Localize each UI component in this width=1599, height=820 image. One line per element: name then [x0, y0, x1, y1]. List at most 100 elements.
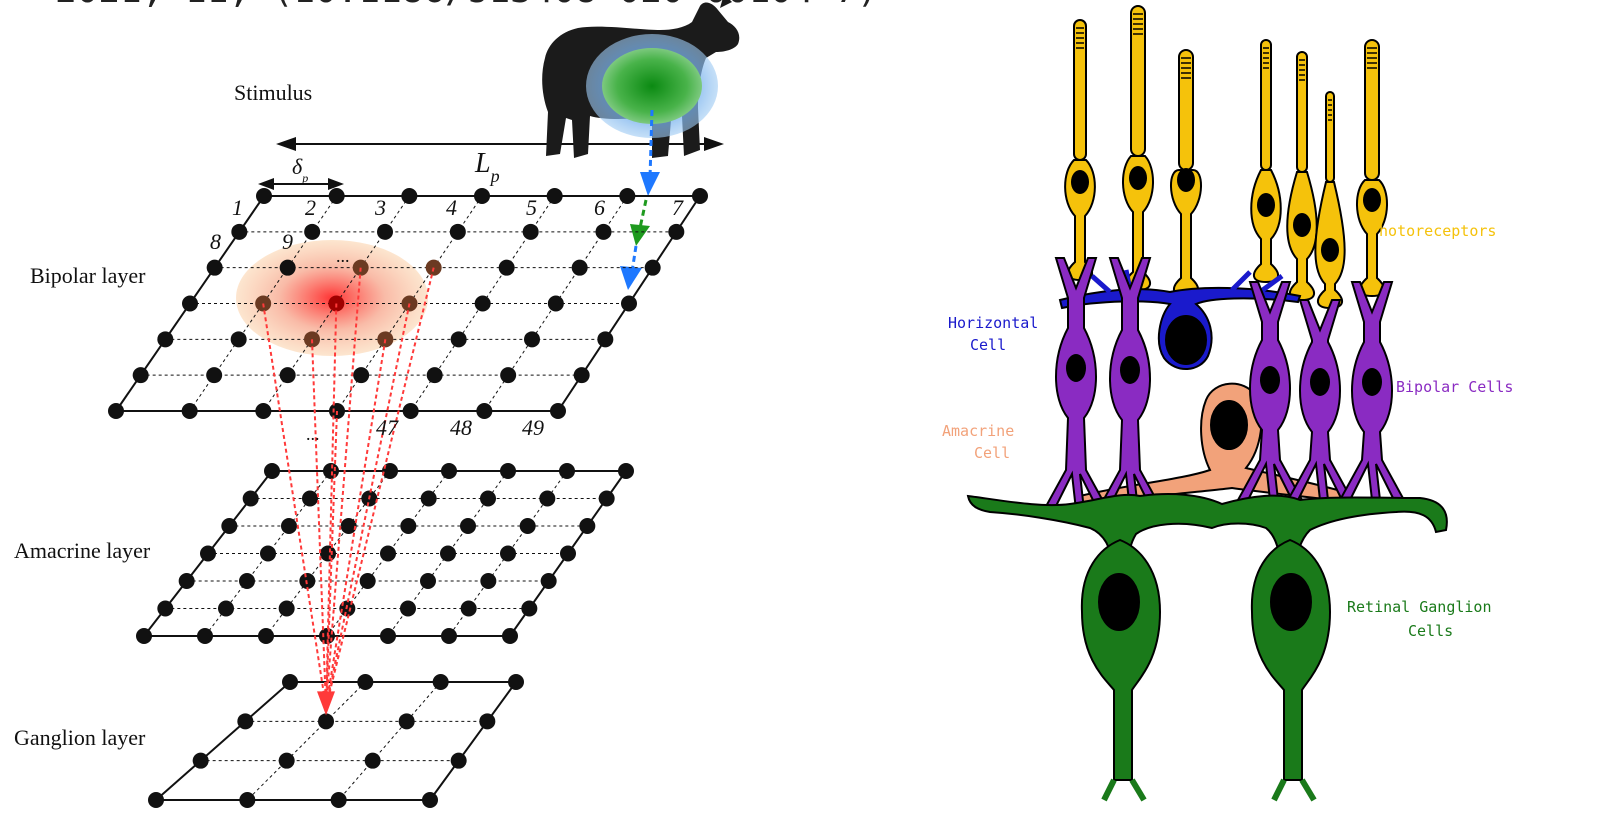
green-arrow	[640, 200, 646, 228]
amacrine-layer-label: Amacrine layer	[14, 538, 151, 563]
lp-arrow-left	[276, 137, 296, 151]
grid-node	[480, 573, 496, 589]
photoreceptors-label: Photoreceptors	[1370, 222, 1496, 240]
grid-node	[260, 546, 276, 562]
grid-node	[206, 367, 222, 383]
grid-node	[500, 367, 516, 383]
grid-node	[499, 260, 515, 276]
grid-node	[323, 463, 339, 479]
bipolar-cell	[1340, 282, 1404, 500]
grid-node	[541, 573, 557, 589]
blue-arrow-upper	[650, 110, 652, 178]
grid-node	[280, 367, 296, 383]
grid-node	[480, 491, 496, 507]
grid-node	[148, 792, 164, 808]
ganglion-cells	[968, 494, 1447, 800]
grid-node	[645, 260, 661, 276]
grid-col-line	[339, 682, 441, 800]
grid-node	[451, 331, 467, 347]
delta-label: δp	[292, 154, 308, 185]
ellipsis-top: ...	[336, 246, 350, 266]
grid-node	[427, 367, 443, 383]
grid-node	[441, 463, 457, 479]
model-diagram: Stimulus Lp δp Bipolar layer Amacrine la…	[14, 0, 739, 808]
grid-node	[400, 601, 416, 617]
grid-node	[256, 188, 272, 204]
photoreceptor-cell	[1287, 52, 1317, 300]
node-number-2: 2	[305, 195, 316, 220]
ganglion-grid	[148, 674, 524, 808]
delta-arrow-left	[258, 178, 274, 190]
grid-node	[521, 601, 537, 617]
grid-node	[280, 260, 296, 276]
grid-node	[279, 753, 295, 769]
grid-node	[331, 792, 347, 808]
horizontal-cell-label-line1: Horizontal	[948, 314, 1038, 332]
grid-node	[502, 628, 518, 644]
grid-node	[599, 491, 615, 507]
grid-node	[579, 518, 595, 534]
grid-node	[108, 403, 124, 419]
convergence-line	[326, 304, 410, 708]
grid-node	[157, 331, 173, 347]
node-number-3: 3	[374, 195, 386, 220]
grid-node	[520, 518, 536, 534]
lp-arrow-right	[704, 137, 724, 151]
bipolar-cell	[1288, 300, 1352, 500]
convergence-line	[263, 304, 326, 708]
grid-node	[237, 713, 253, 729]
grid-node	[282, 674, 298, 690]
grid-node	[539, 491, 555, 507]
amacrine-cell-label-line2: Cell	[974, 444, 1010, 462]
grid-col-line	[430, 682, 516, 800]
grid-node	[400, 518, 416, 534]
bipolar-grid	[108, 188, 708, 419]
grid-node	[548, 296, 564, 312]
grid-node	[621, 296, 637, 312]
grid-node	[500, 463, 516, 479]
grid-node	[197, 628, 213, 644]
grid-node	[441, 628, 457, 644]
amacrine-grid	[136, 463, 634, 644]
node-number-5: 5	[526, 195, 537, 220]
grid-node	[572, 260, 588, 276]
stimulus-label: Stimulus	[234, 80, 312, 105]
grid-node	[399, 713, 415, 729]
grid-node	[182, 296, 198, 312]
grid-node	[200, 546, 216, 562]
ellipsis-bottom: ...	[306, 424, 320, 444]
grid-node	[692, 188, 708, 204]
ganglion-layer-label: Ganglion layer	[14, 725, 146, 750]
grid-node	[550, 403, 566, 419]
grid-node	[182, 403, 198, 419]
grid-node	[475, 296, 491, 312]
grid-node	[618, 463, 634, 479]
grid-node	[207, 260, 223, 276]
grid-node	[320, 546, 336, 562]
grid-node	[360, 573, 376, 589]
node-number-7: 7	[672, 195, 684, 220]
grid-node	[574, 367, 590, 383]
grid-node	[619, 188, 635, 204]
grid-node	[304, 224, 320, 240]
grid-node	[231, 331, 247, 347]
photoreceptor-cell	[1171, 50, 1201, 296]
grid-node	[243, 491, 259, 507]
grid-node	[281, 518, 297, 534]
convergence-line	[312, 339, 326, 707]
node-number-49: 49	[522, 415, 544, 440]
grid-node	[476, 403, 492, 419]
grid-node	[479, 713, 495, 729]
grid-node	[433, 674, 449, 690]
grid-node	[136, 628, 152, 644]
photoreceptor-cell	[1315, 92, 1344, 308]
grid-node	[365, 753, 381, 769]
node-number-4: 4	[446, 195, 457, 220]
lp-label: Lp	[474, 148, 500, 186]
grid-node	[450, 224, 466, 240]
grid-node	[523, 224, 539, 240]
grid-node	[302, 491, 318, 507]
node-number-6: 6	[594, 195, 605, 220]
grid-node	[231, 224, 247, 240]
grid-node	[460, 518, 476, 534]
